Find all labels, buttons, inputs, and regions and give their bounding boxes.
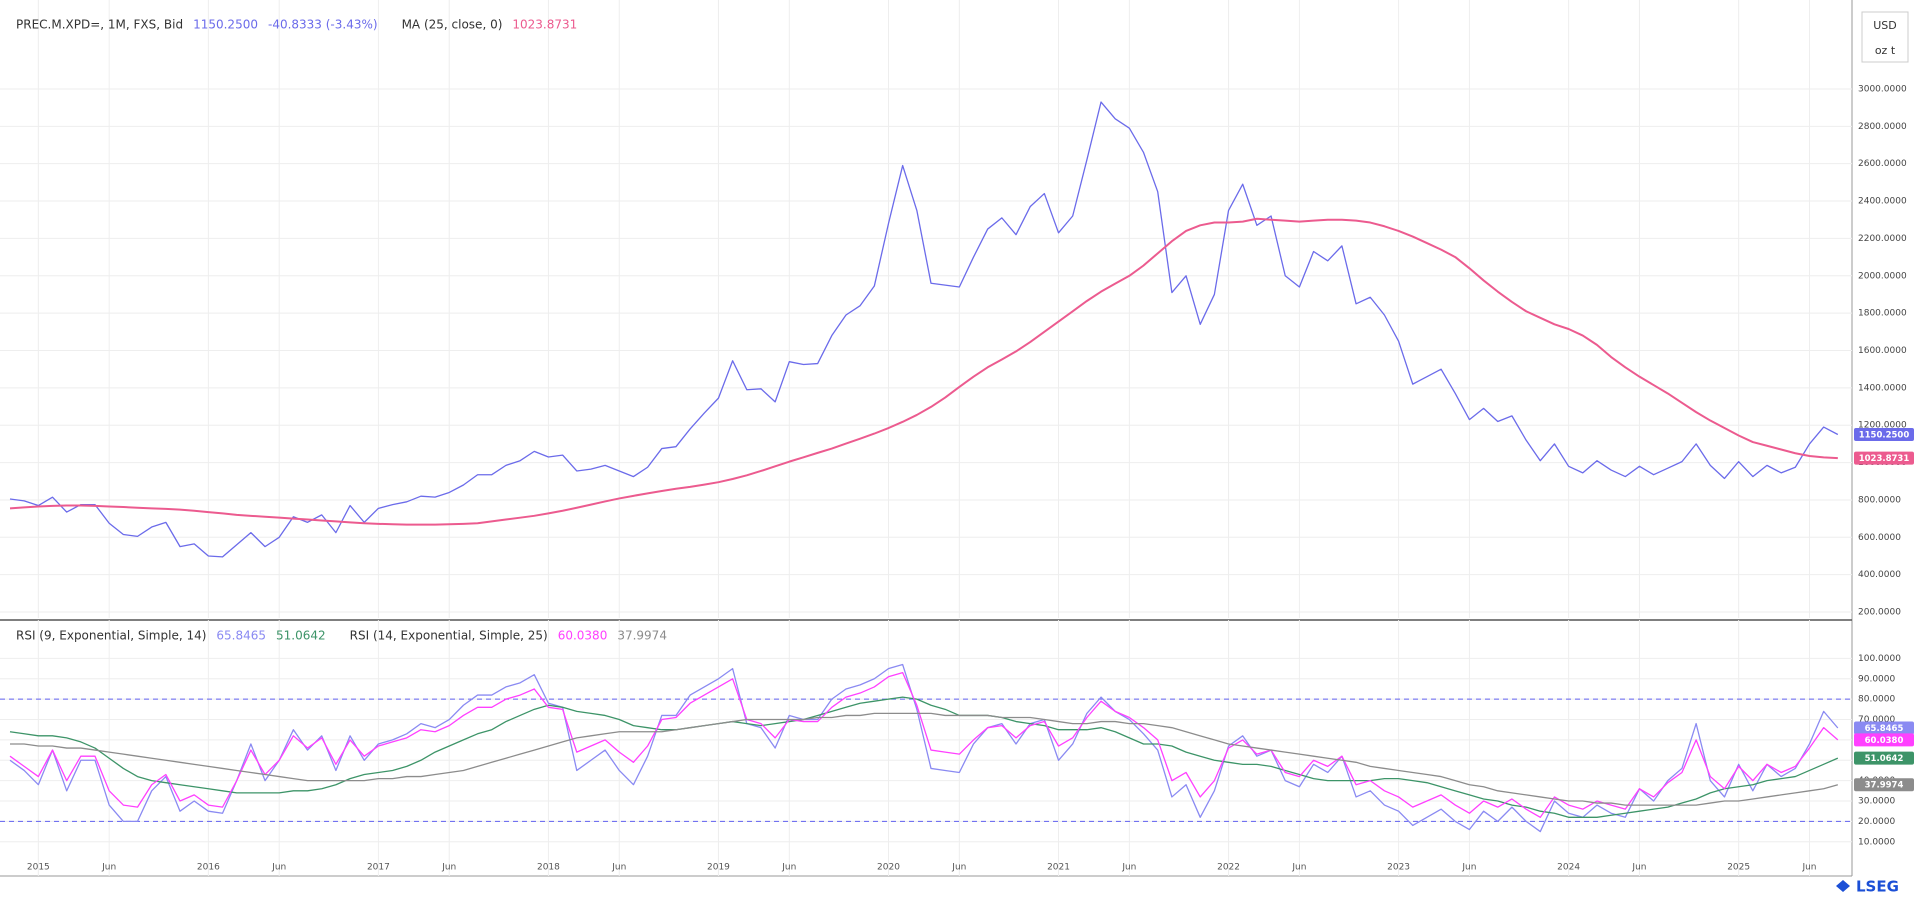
last-value-badge: [1854, 733, 1914, 747]
x-tick-label: 2025: [1727, 863, 1750, 873]
y-tick-label: 100.0000: [1858, 654, 1901, 664]
last-value-label: 60.0380: [1865, 736, 1904, 746]
series-line: [9, 217, 1838, 526]
legend-value: 51.0642: [276, 629, 326, 643]
legend-name: PREC.M.XPD=, 1M, FXS, Bid: [16, 18, 183, 32]
x-tick-label: Jun: [1461, 863, 1476, 873]
x-tick-label: Jun: [611, 863, 626, 873]
series-line: [9, 672, 1839, 818]
last-value-badge: [1854, 428, 1914, 442]
y-tick-label: 2200.0000: [1858, 234, 1907, 244]
y-tick-label: 2800.0000: [1858, 122, 1907, 132]
unit-label: USD: [1873, 19, 1897, 32]
y-tick-label: 30.0000: [1858, 797, 1895, 807]
x-tick-label: 2015: [27, 863, 50, 873]
x-tick-label: Jun: [1291, 863, 1306, 873]
y-tick-label: 2000.0000: [1858, 271, 1907, 281]
series-line: [9, 696, 1839, 818]
x-tick-label: Jun: [441, 863, 456, 873]
last-value-label: 65.8465: [1865, 724, 1904, 734]
y-tick-label: 10.0000: [1858, 837, 1895, 847]
y-tick-label: 800.0000: [1858, 495, 1901, 505]
legend-name: MA (25, close, 0): [402, 18, 503, 32]
y-tick-label: 2400.0000: [1858, 197, 1907, 207]
x-tick-label: Jun: [271, 863, 286, 873]
x-tick-label: Jun: [1121, 863, 1136, 873]
last-value-badge: [1854, 721, 1914, 735]
x-tick-label: 2020: [877, 863, 900, 873]
legend-value: 65.8465: [216, 629, 266, 643]
y-tick-label: 400.0000: [1858, 570, 1901, 580]
x-tick-label: Jun: [101, 863, 116, 873]
unit-label: oz t: [1875, 44, 1896, 57]
y-tick-label: 600.0000: [1858, 533, 1901, 543]
last-value-badge: [1854, 778, 1914, 792]
last-value-badge: [1854, 451, 1914, 465]
legend-value: 1150.2500: [193, 18, 258, 32]
legend-value: 60.0380: [558, 629, 608, 643]
brand-logo-icon: [1836, 880, 1850, 892]
x-tick-label: 2024: [1557, 863, 1580, 873]
x-tick-label: Jun: [951, 863, 966, 873]
legend-name: RSI (9, Exponential, Simple, 14): [16, 629, 206, 643]
legend-change: -40.8333 (-3.43%): [268, 18, 378, 32]
x-tick-label: 2022: [1217, 863, 1240, 873]
unit-box: [1861, 11, 1909, 63]
y-tick-label: 90.0000: [1858, 674, 1895, 684]
y-tick-label: 20.0000: [1858, 817, 1895, 827]
x-tick-label: 2018: [537, 863, 560, 873]
y-tick-label: 200.0000: [1858, 608, 1901, 618]
legend-value: 1023.8731: [512, 18, 577, 32]
x-tick-label: 2016: [197, 863, 220, 873]
y-tick-label: 80.0000: [1858, 695, 1895, 705]
y-tick-label: 1400.0000: [1858, 383, 1907, 393]
x-tick-label: Jun: [1801, 863, 1816, 873]
y-tick-label: 3000.0000: [1858, 84, 1907, 94]
last-value-label: 1150.2500: [1859, 431, 1910, 441]
y-tick-label: 2600.0000: [1858, 159, 1907, 169]
last-value-label: 37.9974: [1865, 781, 1904, 791]
x-tick-label: Jun: [1631, 863, 1646, 873]
x-tick-label: 2023: [1387, 863, 1410, 873]
x-tick-label: 2021: [1047, 863, 1070, 873]
legend-value: 37.9974: [617, 629, 667, 643]
series-line: [9, 101, 1839, 558]
y-tick-label: 1600.0000: [1858, 346, 1907, 356]
series-line: [10, 712, 1839, 806]
legend-name: RSI (14, Exponential, Simple, 25): [350, 629, 548, 643]
y-tick-label: 70.0000: [1858, 715, 1895, 725]
brand-logo: LSEG: [1856, 878, 1899, 896]
x-tick-label: 2017: [367, 863, 390, 873]
last-value-label: 51.0642: [1865, 754, 1904, 764]
y-tick-label: 1800.0000: [1858, 309, 1907, 319]
last-value-label: 1023.8731: [1859, 454, 1910, 464]
y-tick-label: 1200.0000: [1858, 421, 1907, 431]
x-tick-label: 2019: [707, 863, 730, 873]
last-value-badge: [1854, 751, 1914, 765]
x-tick-label: Jun: [781, 863, 796, 873]
